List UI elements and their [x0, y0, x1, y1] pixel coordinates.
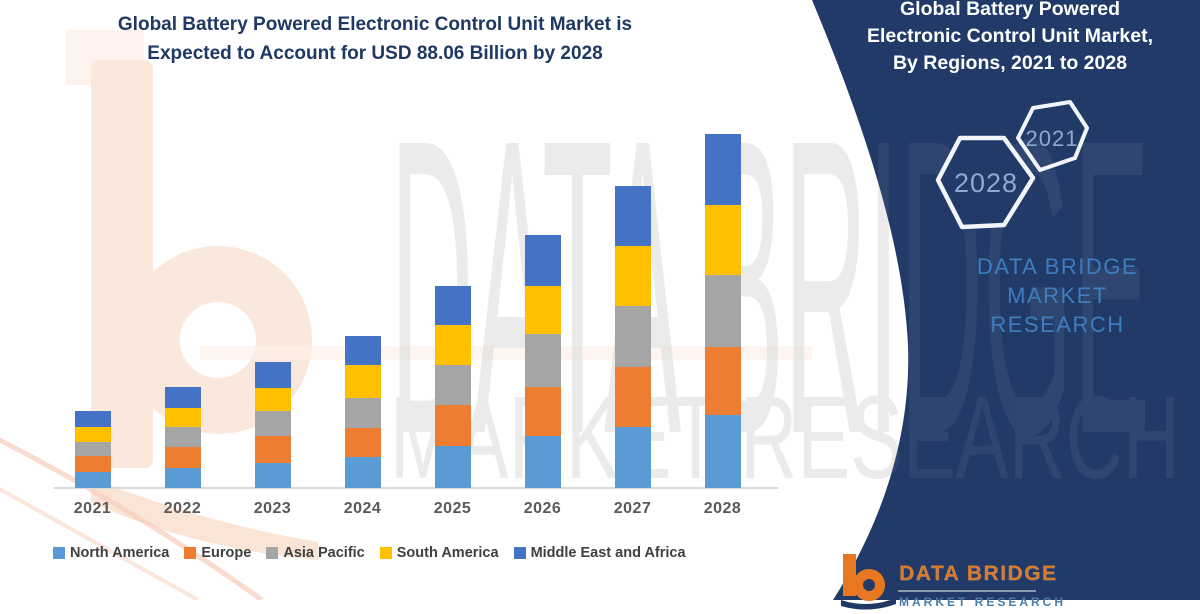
panel-heading: Global Battery Powered Electronic Contro…	[845, 0, 1175, 77]
segment-europe-2026	[524, 387, 561, 437]
x-axis-label-2024: 2024	[343, 500, 382, 517]
segment-asia-pacific-2025	[434, 365, 471, 406]
plot-area: 2021 2022 2023 2024 2025 2026 2027 2028	[54, 134, 778, 517]
data-bridge-b-watermark	[66, 30, 318, 560]
brand-text: DATA BRIDGE MARKET RESEARCH	[930, 252, 1185, 339]
panel-heading-line2: Electronic Control Unit Market,	[866, 25, 1154, 47]
segment-north-america-2025	[434, 446, 471, 488]
segment-asia-pacific-2027	[614, 305, 651, 368]
segment-middle-east-and-africa-2028	[704, 134, 741, 206]
segment-europe-2027	[614, 367, 651, 427]
legend-item-south-america: South America	[379, 545, 499, 561]
panel-heading-line1: Global Battery Powered	[900, 0, 1120, 20]
segment-asia-pacific-2021	[74, 441, 111, 456]
chart-title: Global Battery Powered Electronic Contro…	[70, 10, 680, 68]
segment-north-america-2026	[524, 436, 561, 488]
footer-logo: DATA BRIDGE MARKET RESEARCH	[841, 552, 1101, 612]
segment-south-america-2025	[434, 324, 471, 366]
segment-south-america-2028	[704, 205, 741, 275]
brand-text-line1: DATA BRIDGE MARKET	[976, 254, 1139, 308]
panel-heading-line3: By Regions, 2021 to 2028	[892, 52, 1128, 74]
segment-asia-pacific-2022	[164, 426, 201, 448]
segment-south-america-2026	[524, 286, 561, 335]
x-axis-label-2026: 2026	[523, 500, 562, 517]
segment-middle-east-and-africa-2023	[254, 362, 291, 389]
segment-europe-2024	[344, 428, 381, 457]
legend-label-north-america: North America	[70, 545, 170, 561]
stacked-bar-2022	[164, 387, 201, 488]
segment-north-america-2022	[164, 467, 201, 488]
x-axis-label-2028: 2028	[703, 500, 742, 517]
segment-north-america-2028	[704, 414, 741, 488]
legend-swatch-asia-pacific	[266, 547, 279, 559]
legend-swatch-south-america	[379, 547, 392, 559]
segment-middle-east-and-africa-2024	[344, 336, 381, 366]
x-axis-label-2022: 2022	[163, 500, 202, 517]
segment-asia-pacific-2026	[524, 334, 561, 388]
segment-europe-2022	[164, 447, 201, 468]
chart-title-line1: Global Battery Powered Electronic Contro…	[117, 14, 633, 35]
legend-item-middle-east-and-africa: Middle East and Africa	[513, 545, 686, 561]
segment-asia-pacific-2024	[344, 398, 381, 429]
hexagon-2028: 2028	[935, 135, 1036, 230]
stacked-bar-2026	[524, 235, 561, 488]
segment-north-america-2027	[614, 426, 651, 488]
legend-item-asia-pacific: Asia Pacific	[266, 545, 365, 561]
legend-item-north-america: North America	[53, 545, 169, 561]
segment-middle-east-and-africa-2021	[74, 410, 111, 427]
segment-middle-east-and-africa-2027	[614, 186, 651, 247]
hexagon-2021-label: 2021	[1026, 126, 1079, 151]
legend-swatch-north-america	[53, 547, 65, 559]
stacked-bar-2023	[254, 362, 291, 488]
x-axis-label-2025: 2025	[433, 500, 472, 517]
brand-text-line2: RESEARCH	[990, 312, 1125, 337]
footer-logo-subtitle: MARKET RESEARCH	[899, 595, 1067, 609]
chart-legend: North America Europe Asia Pacific South Ame…	[53, 545, 686, 561]
segment-south-america-2027	[614, 246, 651, 306]
stacked-bar-2027	[614, 186, 651, 488]
x-axis-line	[54, 487, 778, 489]
panel-shape	[812, 0, 1200, 600]
footer-logo-underline	[898, 590, 1036, 592]
footer-logo-title: DATA BRIDGE	[899, 562, 1058, 585]
data-bridge-b-icon	[841, 554, 896, 610]
segment-south-america-2021	[74, 426, 111, 442]
stacked-bar-2024	[344, 336, 381, 488]
legend-label-south-america: South America	[396, 545, 499, 561]
stacked-bar-2028	[704, 134, 741, 488]
segment-middle-east-and-africa-2022	[164, 387, 201, 409]
legend-label-asia-pacific: Asia Pacific	[283, 545, 365, 561]
segment-south-america-2023	[254, 388, 291, 412]
legend-swatch-middle-east-and-africa	[513, 547, 526, 559]
segment-middle-east-and-africa-2025	[434, 285, 471, 325]
segment-north-america-2023	[254, 463, 291, 488]
brand-panel: DATA BRIDGE MARKET RESEARCH 2021 2028	[390, 0, 1200, 600]
segment-asia-pacific-2023	[254, 411, 291, 437]
segment-north-america-2024	[344, 457, 381, 488]
x-axis-label-2023: 2023	[253, 500, 292, 517]
segment-europe-2021	[74, 455, 111, 472]
x-axis-label-2027: 2027	[613, 500, 652, 517]
legend-item-europe: Europe	[184, 545, 251, 561]
swoosh-arcs	[0, 437, 264, 600]
stacked-bar-2025	[434, 285, 471, 488]
segment-north-america-2021	[74, 471, 111, 488]
legend-swatch-europe	[184, 547, 197, 559]
segment-europe-2028	[704, 346, 741, 415]
x-axis-label-2021: 2021	[73, 500, 112, 517]
legend-label-middle-east-and-africa: Middle East and Africa	[530, 545, 686, 561]
segment-asia-pacific-2028	[704, 274, 741, 347]
stacked-bar-2021	[74, 410, 111, 488]
legend-label-europe: Europe	[201, 545, 252, 561]
panel-watermark-line2: MARKET RESEARCH	[390, 372, 1180, 504]
segment-south-america-2022	[164, 408, 201, 427]
segment-middle-east-and-africa-2026	[524, 235, 561, 287]
segment-europe-2023	[254, 436, 291, 464]
segment-europe-2025	[434, 405, 471, 447]
segment-south-america-2024	[344, 365, 381, 399]
hexagon-2021: 2021	[1016, 100, 1089, 172]
chart-title-line2: Expected to Account for USD 88.06 Billio…	[147, 43, 603, 64]
hexagon-2028-label: 2028	[954, 168, 1018, 198]
